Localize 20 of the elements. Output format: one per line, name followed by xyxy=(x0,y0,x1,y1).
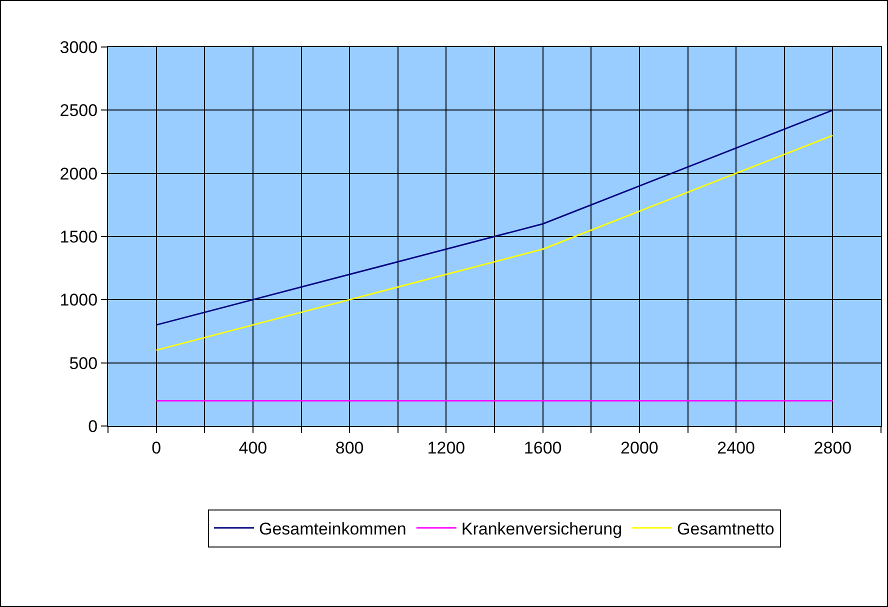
x-tick-label: 0 xyxy=(152,438,162,458)
legend-label: Krankenversicherung xyxy=(461,520,622,539)
x-tick-label: 2400 xyxy=(717,438,755,458)
y-tick-label: 1500 xyxy=(60,227,98,246)
x-tick-label: 2000 xyxy=(620,438,658,458)
y-tick-label: 2500 xyxy=(60,101,98,120)
y-tick-label: 500 xyxy=(69,354,98,373)
line-series xyxy=(156,109,834,326)
x-tick-label: 400 xyxy=(238,438,268,458)
x-tick-label: 1600 xyxy=(524,438,562,458)
x-tick-label: 2800 xyxy=(814,438,852,458)
line-series xyxy=(156,134,834,351)
x-tick-label: 1200 xyxy=(427,438,466,458)
x-tick-label: 800 xyxy=(335,438,364,458)
y-tick-label: 2000 xyxy=(60,164,98,184)
legend-label: Gesamtnetto xyxy=(677,520,774,539)
y-tick-label: 1000 xyxy=(60,290,98,310)
y-tick-label: 3000 xyxy=(60,38,98,57)
y-tick-label: 0 xyxy=(88,416,98,436)
legend-label: Gesamteinkommen xyxy=(259,520,406,539)
